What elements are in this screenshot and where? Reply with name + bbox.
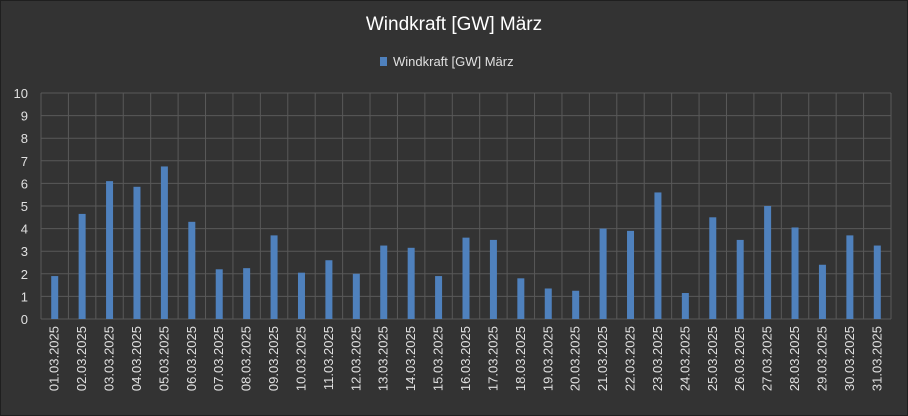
x-tick-label: 06.03.2025	[184, 326, 199, 391]
chart-title: Windkraft [GW] März	[366, 14, 542, 35]
y-tick-label: 0	[21, 312, 28, 327]
y-tick-label: 2	[21, 267, 28, 282]
bar	[325, 260, 333, 319]
x-tick-label: 09.03.2025	[266, 326, 281, 391]
y-tick-label: 4	[21, 222, 28, 237]
bar	[270, 235, 278, 319]
bar	[407, 247, 415, 319]
bar	[462, 237, 470, 319]
bar	[599, 228, 607, 319]
x-tick-label: 21.03.2025	[595, 326, 610, 391]
x-tick-label: 30.03.2025	[842, 326, 857, 391]
y-axis-ticks: 0 1 2 3 4 5 6 7 8 9 10	[14, 86, 28, 327]
bar	[435, 276, 443, 319]
legend-swatch	[380, 57, 387, 66]
bars	[51, 166, 881, 319]
bar	[627, 230, 635, 319]
x-tick-label: 27.03.2025	[760, 326, 775, 391]
bar	[654, 192, 662, 319]
bar	[297, 272, 305, 319]
x-tick-label: 31.03.2025	[869, 326, 884, 391]
bar	[380, 245, 388, 319]
x-tick-label: 08.03.2025	[239, 326, 254, 391]
x-tick-label: 05.03.2025	[156, 326, 171, 391]
y-tick-label: 5	[21, 199, 28, 214]
x-tick-label: 20.03.2025	[568, 326, 583, 391]
x-tick-label: 29.03.2025	[814, 326, 829, 391]
x-tick-label: 15.03.2025	[431, 326, 446, 391]
x-tick-label: 28.03.2025	[787, 326, 802, 391]
x-tick-label: 14.03.2025	[403, 326, 418, 391]
bar	[764, 206, 772, 319]
y-tick-label: 1	[21, 289, 28, 304]
x-tick-label: 04.03.2025	[129, 326, 144, 391]
bar	[846, 235, 854, 319]
bar	[78, 213, 86, 319]
bar	[489, 239, 497, 319]
x-axis-ticks: 01.03.2025 02.03.2025 03.03.2025 04.03.2025…	[47, 326, 885, 391]
x-tick-label: 12.03.2025	[348, 326, 363, 391]
x-tick-label: 19.03.2025	[540, 326, 555, 391]
x-tick-label: 13.03.2025	[376, 326, 391, 391]
x-tick-label: 10.03.2025	[293, 326, 308, 391]
x-tick-label: 25.03.2025	[705, 326, 720, 391]
y-tick-label: 10	[14, 86, 28, 101]
bar	[681, 293, 689, 319]
x-tick-label: 11.03.2025	[321, 326, 336, 390]
x-tick-label: 03.03.2025	[102, 326, 117, 391]
y-tick-label: 8	[21, 131, 28, 146]
y-tick-label: 3	[21, 244, 28, 259]
bar	[243, 268, 251, 319]
bar	[873, 245, 881, 319]
bar	[160, 166, 168, 319]
x-tick-label: 23.03.2025	[650, 326, 665, 391]
legend-label: Windkraft [GW] März	[393, 54, 514, 69]
bar	[352, 273, 360, 319]
bar	[517, 278, 525, 319]
x-tick-label: 02.03.2025	[74, 326, 89, 391]
bar	[544, 288, 552, 319]
bar	[106, 181, 114, 319]
x-tick-label: 01.03.2025	[47, 326, 62, 391]
legend: Windkraft [GW] März	[380, 54, 514, 69]
bar	[736, 239, 744, 319]
bar	[133, 186, 141, 319]
bar	[572, 290, 580, 319]
x-tick-label: 18.03.2025	[513, 326, 528, 391]
bar	[215, 269, 223, 319]
x-tick-label: 07.03.2025	[211, 326, 226, 391]
x-tick-label: 17.03.2025	[485, 326, 500, 391]
x-tick-label: 24.03.2025	[677, 326, 692, 391]
x-tick-label: 16.03.2025	[458, 326, 473, 391]
y-tick-label: 6	[21, 176, 28, 191]
bar	[818, 264, 826, 319]
y-tick-label: 7	[21, 154, 28, 169]
bar	[51, 276, 59, 319]
bar	[188, 221, 196, 319]
x-tick-label: 22.03.2025	[623, 326, 638, 391]
x-tick-label: 26.03.2025	[732, 326, 747, 391]
bar	[791, 227, 799, 319]
bar	[709, 217, 717, 319]
gridlines	[40, 92, 892, 320]
y-tick-label: 9	[21, 109, 28, 124]
